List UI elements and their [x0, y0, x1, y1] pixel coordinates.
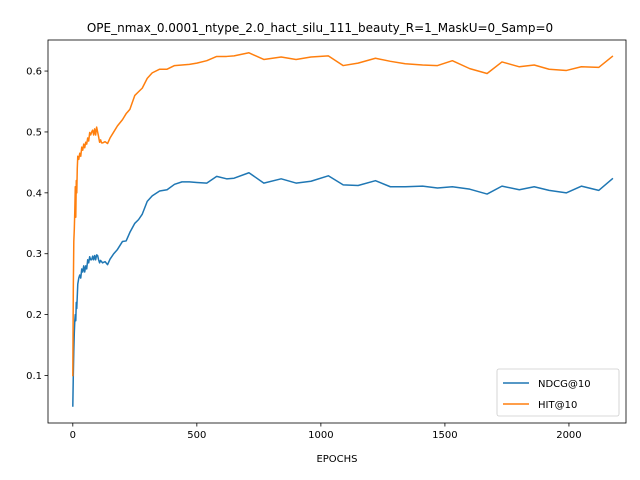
legend-label-ndcg-10: NDCG@10 [538, 379, 591, 390]
y-tick-label: 0.6 [26, 67, 42, 78]
y-tick-label: 0.2 [26, 310, 42, 321]
y-axis: 0.1 0.2 0.3 0.4 0.5 0.6 [26, 67, 48, 382]
series-layer [72, 52, 614, 407]
x-tick-label: 500 [187, 430, 206, 441]
x-tick-label: 0 [70, 430, 76, 441]
y-tick-label: 0.5 [26, 127, 42, 138]
chart-title: OPE_nmax_0.0001_ntype_2.0_hact_silu_111_… [87, 21, 553, 35]
x-axis-label: EPOCHS [316, 454, 357, 465]
y-tick-label: 0.4 [26, 188, 42, 199]
x-tick-label: 2000 [556, 430, 581, 441]
plot-frame [47, 39, 627, 424]
y-tick-label: 0.3 [26, 249, 42, 260]
x-axis: 0 500 1000 1500 2000 [70, 423, 582, 441]
y-tick-label: 0.1 [26, 371, 42, 382]
x-tick-label: 1000 [308, 430, 333, 441]
x-tick-label: 1500 [432, 430, 457, 441]
series-line-ndcg-10 [72, 171, 614, 407]
series-line-hit-10 [72, 52, 614, 377]
legend-label-hit-10: HIT@10 [538, 400, 577, 411]
legend: NDCG@10 HIT@10 [496, 368, 620, 417]
